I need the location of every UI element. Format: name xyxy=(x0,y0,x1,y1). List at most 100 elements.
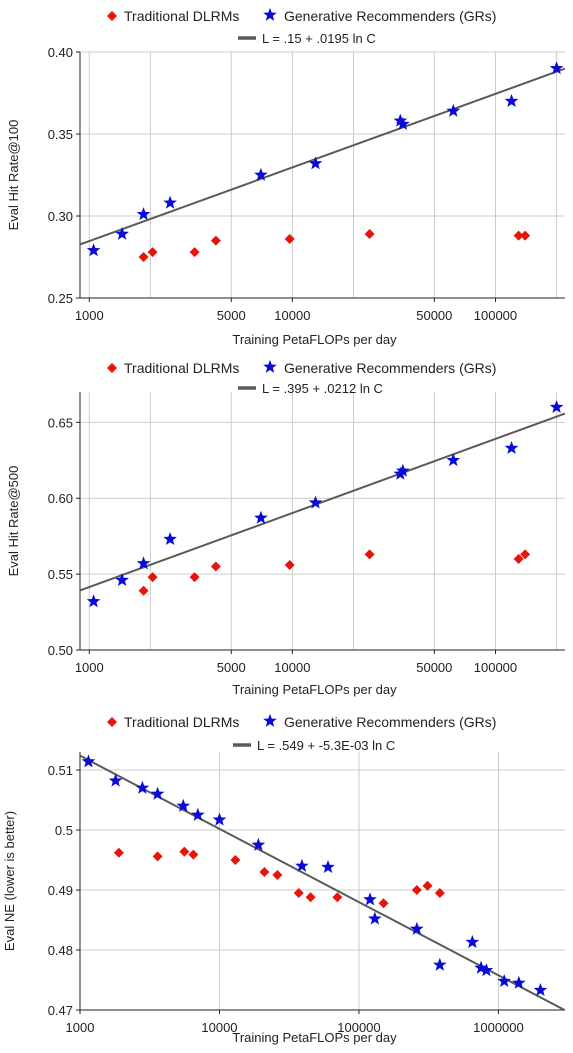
legend-dlrm-label: Traditional DLRMs xyxy=(124,714,239,730)
gr-point xyxy=(163,532,177,546)
legend-dlrm-marker xyxy=(107,717,117,727)
dlrm-point xyxy=(305,892,316,903)
y-axis-label: Eval Hit Rate@100 xyxy=(6,120,21,231)
x-tick-label: 10000 xyxy=(274,660,310,675)
legend-gr-marker xyxy=(263,7,277,21)
dlrm-point xyxy=(210,561,221,572)
y-axis-label: Eval NE (lower is better) xyxy=(2,811,17,951)
dlrm-point xyxy=(189,572,200,583)
gr-point xyxy=(368,911,382,925)
gr-point xyxy=(254,510,268,524)
plot-area xyxy=(80,412,565,592)
gr-point xyxy=(86,243,101,257)
dlrm-point xyxy=(138,252,149,262)
gr-point xyxy=(432,957,447,971)
gr-point xyxy=(549,61,564,75)
gr-point xyxy=(136,556,151,570)
dlrm-point xyxy=(272,870,283,880)
x-axis-label: Training PetaFLOPs per day xyxy=(232,1030,397,1045)
dlrm-point xyxy=(113,847,124,858)
gr-point xyxy=(115,572,129,587)
dlrm-point xyxy=(364,549,375,560)
legend: Traditional DLRMs Generative Recommenders… xyxy=(107,713,496,753)
legend-dlrm-marker xyxy=(107,11,117,21)
x-tick-label: 1000 xyxy=(75,660,104,675)
gr-point xyxy=(474,960,488,974)
gr-point xyxy=(295,858,309,872)
x-tick-label: 100000 xyxy=(474,308,517,323)
x-axis-label: Training PetaFLOPs per day xyxy=(232,682,397,697)
dlrm-point xyxy=(378,898,389,909)
dlrm-point xyxy=(147,247,158,258)
chart-panel-1: 0.25 0.30 0.35 0.40 1000 5000 10000 50000 100000… xyxy=(6,7,565,347)
fit-line xyxy=(80,754,565,1010)
dlrm-point xyxy=(230,855,241,865)
dlrm-point xyxy=(520,549,531,560)
x-tick-label: 1000 xyxy=(66,1020,95,1035)
y-tick-label: 0.60 xyxy=(48,491,73,506)
y-tick-label: 0.49 xyxy=(48,883,73,898)
legend-fit-label: L = .395 + .0212 ln C xyxy=(262,381,383,396)
y-tick-label: 0.40 xyxy=(48,45,73,60)
dlrm-point xyxy=(293,888,304,898)
x-tick-label: 50000 xyxy=(416,660,452,675)
dlrm-point xyxy=(188,849,199,860)
dlrm-point xyxy=(152,851,163,862)
gr-point xyxy=(479,963,494,977)
dlrm-point xyxy=(520,230,531,241)
y-tick-label: 0.48 xyxy=(48,943,73,958)
y-tick-label: 0.50 xyxy=(48,643,73,658)
gr-point xyxy=(393,113,408,127)
y-tick-label: 0.35 xyxy=(48,127,73,142)
legend-gr-label: Generative Recommenders (GRs) xyxy=(284,8,496,24)
gr-point xyxy=(251,837,266,851)
dlrm-point xyxy=(422,880,433,891)
gr-point xyxy=(549,399,564,413)
gr-point xyxy=(410,921,424,935)
gr-point xyxy=(321,860,335,874)
dlrm-point xyxy=(332,892,343,903)
legend-gr-marker xyxy=(263,359,277,373)
y-tick-label: 0.5 xyxy=(55,823,73,838)
y-tick-label: 0.51 xyxy=(48,763,73,778)
gr-point xyxy=(191,807,205,821)
gr-point xyxy=(115,226,129,240)
gr-point xyxy=(504,94,519,108)
dlrm-point xyxy=(434,888,445,898)
dlrm-point xyxy=(179,846,190,857)
gr-point xyxy=(511,975,526,989)
plot-area xyxy=(80,67,565,246)
gr-point xyxy=(81,754,96,768)
dlrm-point xyxy=(147,572,158,583)
legend-gr-label: Generative Recommenders (GRs) xyxy=(284,714,496,730)
legend-dlrm-label: Traditional DLRMs xyxy=(124,360,239,376)
y-tick-label: 0.47 xyxy=(48,1003,73,1018)
legend-fit-label: L = .549 + -5.3E-03 ln C xyxy=(257,738,395,753)
dlrm-point xyxy=(259,867,270,877)
dlrm-point xyxy=(364,229,375,240)
gr-point xyxy=(396,463,410,477)
dlrm-point xyxy=(513,553,524,564)
chart-panel-2: 0.50 0.55 0.60 0.65 1000 5000 10000 50000 100000… xyxy=(6,359,565,697)
y-tick-label: 0.25 xyxy=(48,291,73,306)
x-tick-label: 100000 xyxy=(474,660,517,675)
fit-line xyxy=(80,67,565,246)
dlrm-point xyxy=(210,235,221,246)
dlrm-point xyxy=(189,247,200,258)
gr-point xyxy=(86,594,101,608)
gr-point xyxy=(163,195,177,209)
y-tick-label: 0.30 xyxy=(48,209,73,224)
dlrm-point xyxy=(138,585,149,596)
dlrm-point xyxy=(284,233,295,244)
legend-fit-label: L = .15 + .0195 ln C xyxy=(262,31,376,46)
gr-point xyxy=(108,773,123,787)
x-tick-label: 5000 xyxy=(217,660,246,675)
gr-point xyxy=(446,453,461,467)
gr-point xyxy=(212,812,227,826)
x-tick-label: 10000 xyxy=(274,308,310,323)
x-tick-label: 5000 xyxy=(217,308,246,323)
legend: Traditional DLRMs Generative Recommenders… xyxy=(107,7,496,46)
dlrm-point xyxy=(513,230,524,241)
gr-point xyxy=(150,786,165,800)
